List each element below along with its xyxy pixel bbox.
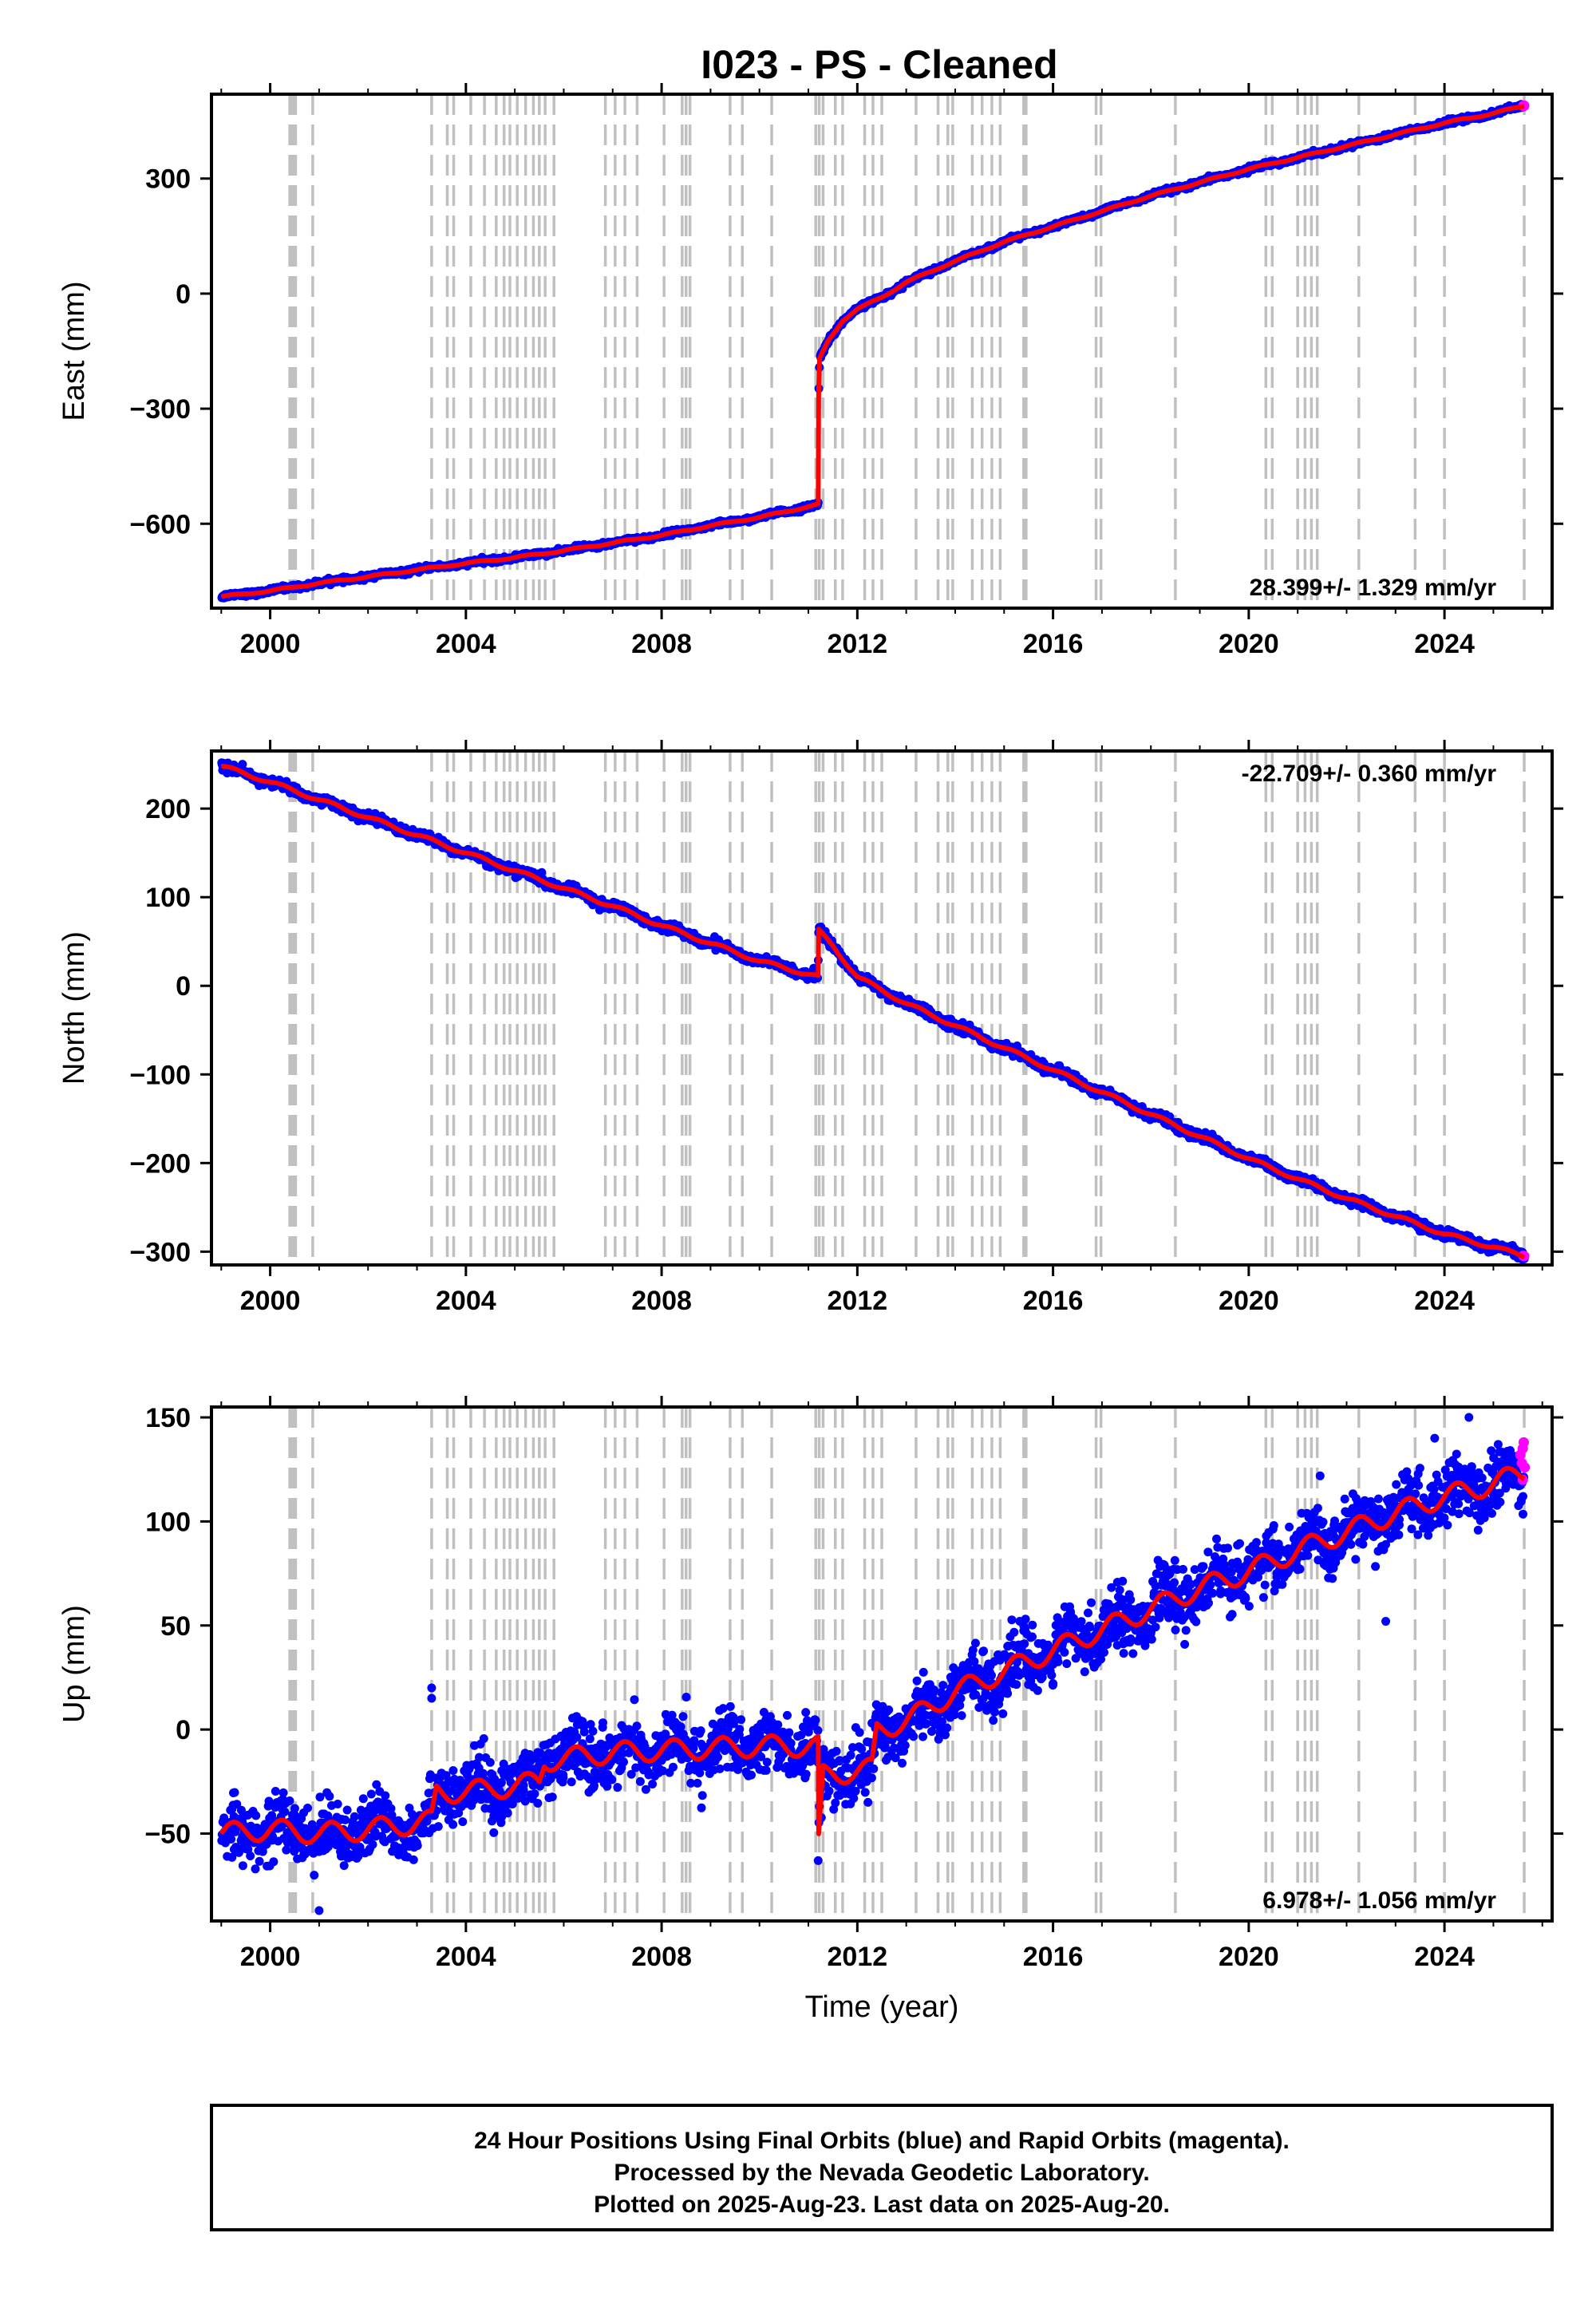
x-tick-label: 2004	[436, 629, 496, 659]
x-tick-label: 2012	[828, 629, 888, 659]
y-tick-label: 0	[176, 279, 191, 310]
x-tick-label: 2024	[1414, 629, 1475, 659]
rate-label: 28.399+/- 1.329 mm/yr	[1250, 575, 1497, 601]
x-tick-label: 2020	[1219, 629, 1279, 659]
east-panel: 2000 2004 2008 2012 2016 2020 2024 −600 −300 0 300…	[57, 83, 1563, 659]
event-lines	[288, 94, 1526, 608]
chart-title: I023 - PS - Cleaned	[701, 42, 1057, 87]
y-tick-label: 300	[145, 164, 191, 195]
y-axis-label: East (mm)	[57, 281, 91, 421]
y-tick-label: −600	[129, 509, 191, 539]
y-axis: −600 −300 0 300	[129, 164, 1563, 539]
plot-area	[217, 751, 1530, 1265]
y-tick-label: −300	[129, 394, 191, 425]
plot-area	[217, 94, 1530, 608]
north-panel: 2000 2004 2008 2012 2016 2020 2024−300−200−100…	[57, 740, 1563, 1316]
x-tick-label: 2008	[631, 629, 692, 659]
x-tick-label: 2000	[240, 629, 301, 659]
x-tick-label: 2016	[1023, 629, 1084, 659]
